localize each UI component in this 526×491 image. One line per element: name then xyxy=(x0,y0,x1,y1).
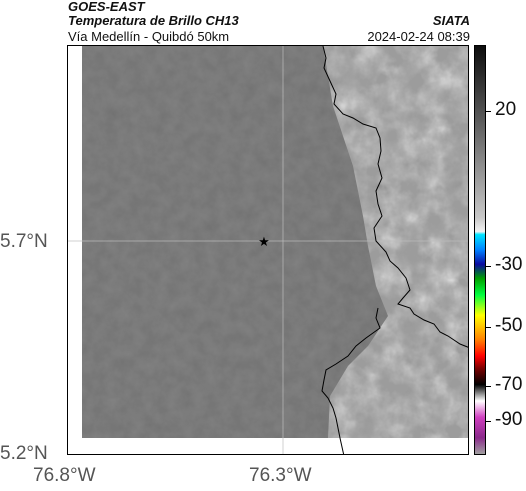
lat-tick-label: 5.2°N xyxy=(0,443,48,464)
colorbar-gradient xyxy=(475,46,485,454)
colorbar-tick-label: 20 xyxy=(495,99,517,120)
subtitle: Vía Medellín - Quibdó 50km xyxy=(68,29,230,44)
colorbar-tick-label: -30 xyxy=(495,254,523,275)
lon-tick-label: 76.3°W xyxy=(249,465,312,486)
colorbar-tick-label: -70 xyxy=(495,374,523,395)
colorbar-tickmark xyxy=(486,111,491,112)
timestamp: 2024-02-24 08:39 xyxy=(367,29,470,44)
boundary-line xyxy=(321,46,468,454)
brand-label: SIATA xyxy=(432,13,470,28)
map-panel[interactable]: ★ xyxy=(67,45,469,455)
colorbar-tickmark xyxy=(486,266,491,267)
colorbar-tick-label: -50 xyxy=(495,315,523,336)
colorbar xyxy=(474,45,486,455)
lat-tick-label: 5.7°N xyxy=(0,231,48,252)
title-line1: GOES-EAST xyxy=(68,0,145,14)
title-line2: Temperatura de Brillo CH13 xyxy=(68,13,239,28)
brightness-temperature-map: ★ xyxy=(68,46,468,454)
colorbar-tickmark xyxy=(486,327,491,328)
star-icon: ★ xyxy=(258,235,270,250)
lon-tick-label: 76.8°W xyxy=(33,465,96,486)
colorbar-tickmark xyxy=(486,421,491,422)
colorbar-tick-label: -90 xyxy=(495,409,523,430)
colorbar-tickmark xyxy=(486,386,491,387)
